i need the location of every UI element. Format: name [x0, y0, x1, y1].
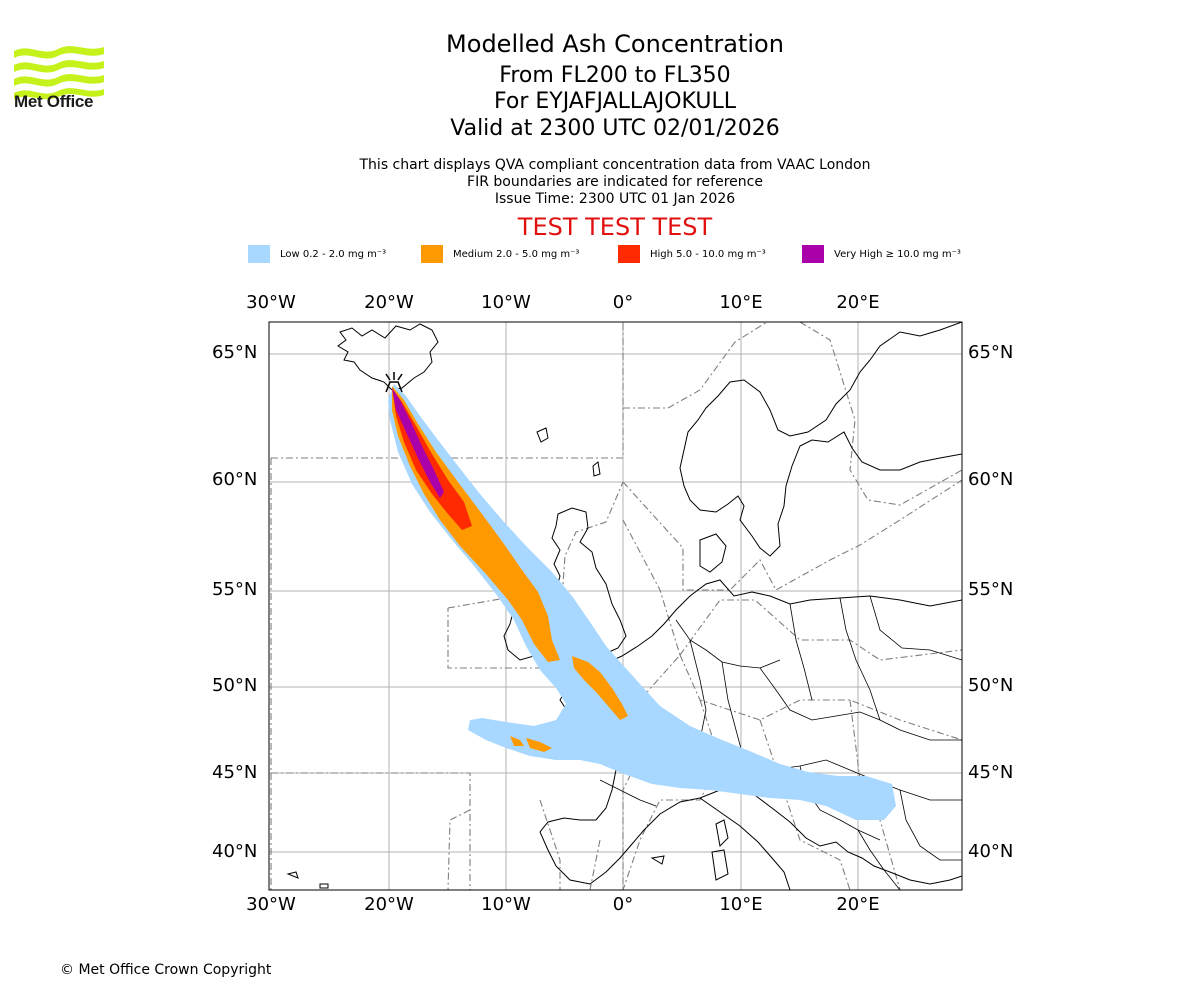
legend-swatch-high: [618, 245, 640, 263]
flight-level-range: From FL200 to FL350: [499, 63, 731, 88]
lat-label-right: 45°N: [968, 762, 1014, 783]
ash-concentration-map: [268, 321, 963, 891]
lon-label-top: 20°W: [364, 292, 414, 313]
lat-label-right: 50°N: [968, 675, 1014, 696]
lat-label-left: 50°N: [212, 675, 258, 696]
map-frame: [268, 321, 963, 891]
coastlines: [286, 322, 962, 890]
issue-time: Issue Time: 2300 UTC 01 Jan 2026: [494, 191, 736, 207]
legend-label-very-high: Very High ≥ 10.0 mg m⁻³: [834, 248, 961, 260]
chart-description: This chart displays QVA compliant concen…: [359, 157, 871, 173]
lat-label-right: 55°N: [968, 579, 1014, 600]
legend-high: High 5.0 - 10.0 mg m⁻³: [618, 244, 766, 264]
ash-high-concentration: [392, 388, 472, 530]
lat-label-left: 60°N: [212, 469, 258, 490]
lon-label-top: 10°W: [481, 292, 531, 313]
lon-label-top: 20°E: [836, 292, 880, 313]
lon-label-bottom: 20°E: [836, 894, 880, 915]
fir-boundaries: [270, 322, 962, 890]
ash-low-concentration: [388, 384, 896, 820]
legend-label-low: Low 0.2 - 2.0 mg m⁻³: [280, 248, 387, 260]
ash-medium-concentration: [392, 386, 628, 752]
legend-swatch-low: [248, 245, 270, 263]
lon-label-bottom: 10°E: [719, 894, 763, 915]
legend-low: Low 0.2 - 2.0 mg m⁻³: [248, 244, 386, 264]
lat-label-right: 60°N: [968, 469, 1014, 490]
lat-label-left: 65°N: [212, 342, 258, 363]
lon-label-bottom: 10°W: [481, 894, 531, 915]
lon-label-bottom: 30°W: [246, 894, 296, 915]
legend-label-high: High 5.0 - 10.0 mg m⁻³: [650, 248, 766, 260]
lat-label-right: 40°N: [968, 841, 1014, 862]
lat-label-left: 40°N: [212, 841, 258, 862]
lat-label-left: 45°N: [212, 762, 258, 783]
chart-title: Modelled Ash Concentration: [446, 30, 784, 58]
legend-label-medium: Medium 2.0 - 5.0 mg m⁻³: [453, 248, 580, 260]
legend-swatch-very-high: [802, 245, 824, 263]
legend-medium: Medium 2.0 - 5.0 mg m⁻³: [421, 244, 579, 264]
lon-label-top: 10°E: [719, 292, 763, 313]
test-banner: TEST TEST TEST: [517, 213, 713, 241]
lat-label-left: 55°N: [212, 579, 258, 600]
volcano-name: For EYJAFJALLAJOKULL: [494, 89, 736, 114]
legend-swatch-medium: [421, 245, 443, 263]
lat-label-right: 65°N: [968, 342, 1014, 363]
met-office-logo-waves: [14, 46, 104, 100]
met-office-logo-text: Met Office: [14, 92, 94, 111]
lon-label-top: 30°W: [246, 292, 296, 313]
ash-very-high-concentration: [392, 388, 444, 498]
fir-note: FIR boundaries are indicated for referen…: [467, 174, 763, 190]
copyright-notice: © Met Office Crown Copyright: [60, 962, 272, 978]
lon-label-bottom: 20°W: [364, 894, 414, 915]
country-borders: [599, 595, 962, 890]
volcano-icon: [385, 372, 403, 393]
lon-label-top: 0°: [612, 292, 634, 313]
valid-time: Valid at 2300 UTC 02/01/2026: [450, 116, 780, 141]
legend-very-high: Very High ≥ 10.0 mg m⁻³: [802, 244, 961, 264]
lon-label-bottom: 0°: [612, 894, 634, 915]
